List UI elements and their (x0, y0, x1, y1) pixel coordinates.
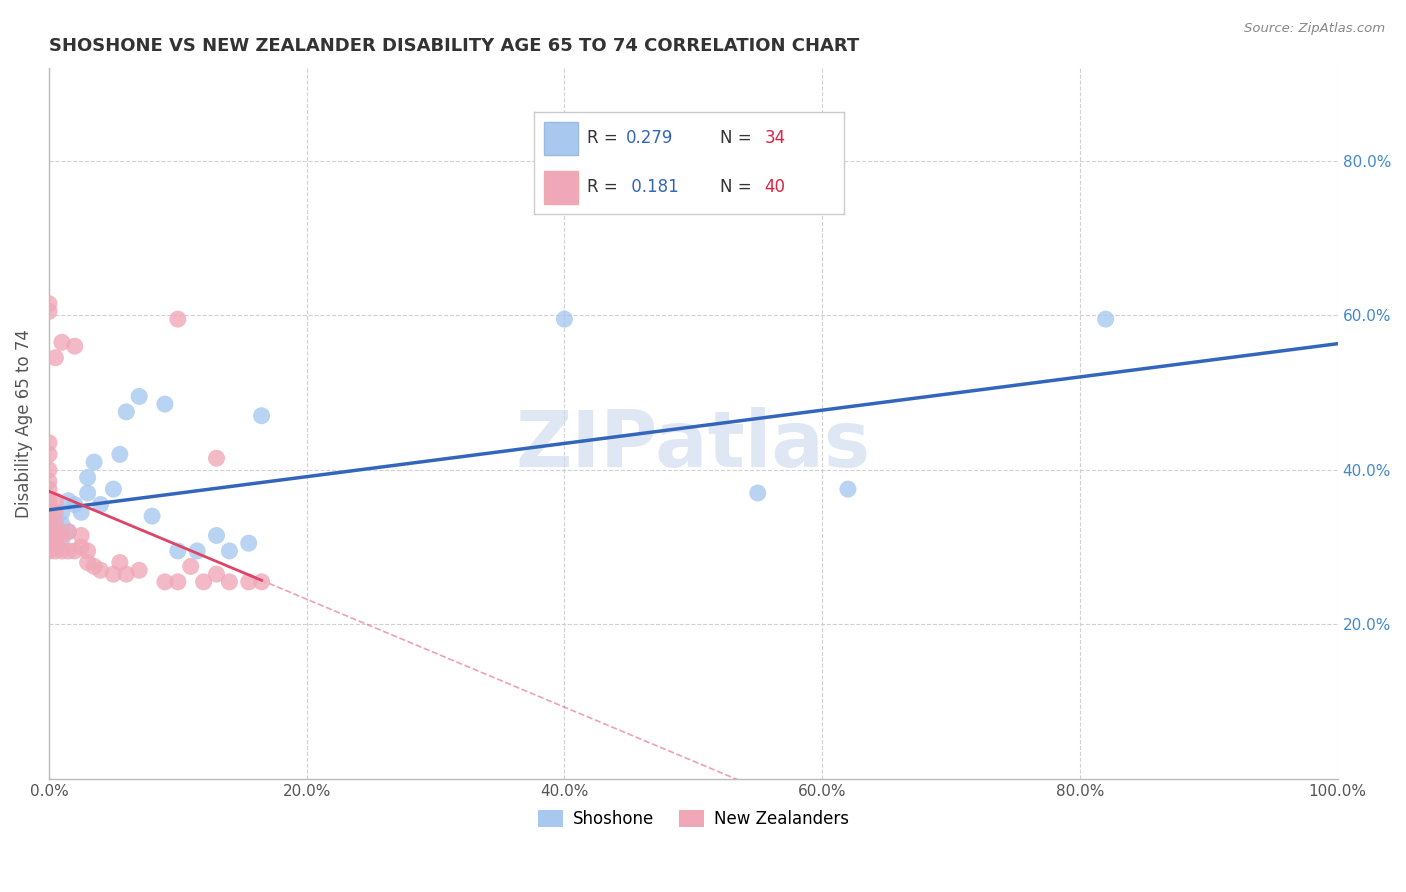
Point (128, 389, 150, 403)
Point (837, 482, 859, 496)
Point (38, 521, 60, 535)
Point (38, 296, 60, 310)
Point (76, 486, 98, 500)
Text: N =: N = (720, 129, 756, 147)
Point (44, 516, 66, 531)
Text: 0.181: 0.181 (626, 178, 678, 196)
Point (38, 521, 60, 535)
Point (38, 482, 60, 496)
Text: 40: 40 (765, 178, 786, 196)
Point (38, 505, 60, 519)
Point (38, 513, 60, 527)
Point (180, 559, 202, 574)
Point (51, 516, 73, 531)
Text: 34: 34 (765, 129, 786, 147)
Text: N =: N = (720, 178, 756, 196)
Point (58, 493, 80, 508)
Point (205, 567, 228, 582)
Point (747, 486, 769, 500)
Point (44, 505, 66, 519)
Point (38, 544, 60, 558)
FancyBboxPatch shape (544, 171, 578, 204)
Point (38, 528, 60, 542)
Point (218, 574, 240, 589)
Point (38, 505, 60, 519)
Point (103, 482, 125, 496)
Point (38, 435, 60, 450)
Point (89, 563, 111, 577)
Point (44, 513, 66, 527)
Point (70, 528, 93, 542)
Point (51, 528, 73, 542)
Point (38, 463, 60, 477)
Point (166, 574, 188, 589)
Point (193, 574, 215, 589)
Point (1094, 312, 1116, 326)
Point (44, 540, 66, 554)
FancyBboxPatch shape (544, 122, 578, 154)
Text: Source: ZipAtlas.com: Source: ZipAtlas.com (1244, 22, 1385, 36)
Point (70, 540, 93, 554)
Point (38, 447, 60, 461)
Point (38, 528, 60, 542)
Point (553, 312, 575, 326)
Point (38, 493, 60, 508)
Point (115, 567, 138, 582)
Point (153, 397, 176, 411)
Point (153, 574, 176, 589)
Point (38, 513, 60, 527)
Point (44, 493, 66, 508)
Point (38, 304, 60, 318)
Point (51, 335, 73, 350)
Point (83, 559, 105, 574)
Point (115, 405, 138, 419)
Point (44, 533, 66, 547)
Point (141, 509, 163, 524)
Point (166, 312, 188, 326)
Point (58, 524, 80, 539)
Point (51, 533, 73, 547)
Point (238, 574, 260, 589)
Point (250, 409, 273, 423)
Point (38, 533, 60, 547)
Y-axis label: Disability Age 65 to 74: Disability Age 65 to 74 (15, 329, 32, 518)
Point (44, 351, 66, 365)
Point (44, 524, 66, 539)
Point (89, 498, 111, 512)
Point (76, 556, 98, 570)
Point (51, 505, 73, 519)
Point (218, 544, 240, 558)
Text: ZIPatlas: ZIPatlas (516, 407, 870, 483)
Point (250, 574, 273, 589)
Point (205, 528, 228, 542)
Point (166, 544, 188, 558)
Point (38, 475, 60, 489)
Point (76, 544, 98, 558)
Point (51, 544, 73, 558)
Point (70, 505, 93, 519)
Point (186, 544, 208, 558)
Point (83, 455, 105, 469)
Point (63, 498, 86, 512)
Legend: Shoshone, New Zealanders: Shoshone, New Zealanders (531, 803, 856, 835)
Point (205, 451, 228, 466)
Point (103, 567, 125, 582)
Point (108, 556, 131, 570)
Point (58, 544, 80, 558)
Text: R =: R = (586, 129, 623, 147)
Point (63, 339, 86, 353)
Text: 0.279: 0.279 (626, 129, 673, 147)
Point (44, 544, 66, 558)
Point (76, 470, 98, 484)
Point (58, 524, 80, 539)
Point (238, 536, 260, 550)
Text: R =: R = (586, 178, 623, 196)
Text: SHOSHONE VS NEW ZEALANDER DISABILITY AGE 65 TO 74 CORRELATION CHART: SHOSHONE VS NEW ZEALANDER DISABILITY AGE… (49, 37, 859, 55)
Point (108, 447, 131, 461)
Point (63, 544, 86, 558)
Point (128, 563, 150, 577)
